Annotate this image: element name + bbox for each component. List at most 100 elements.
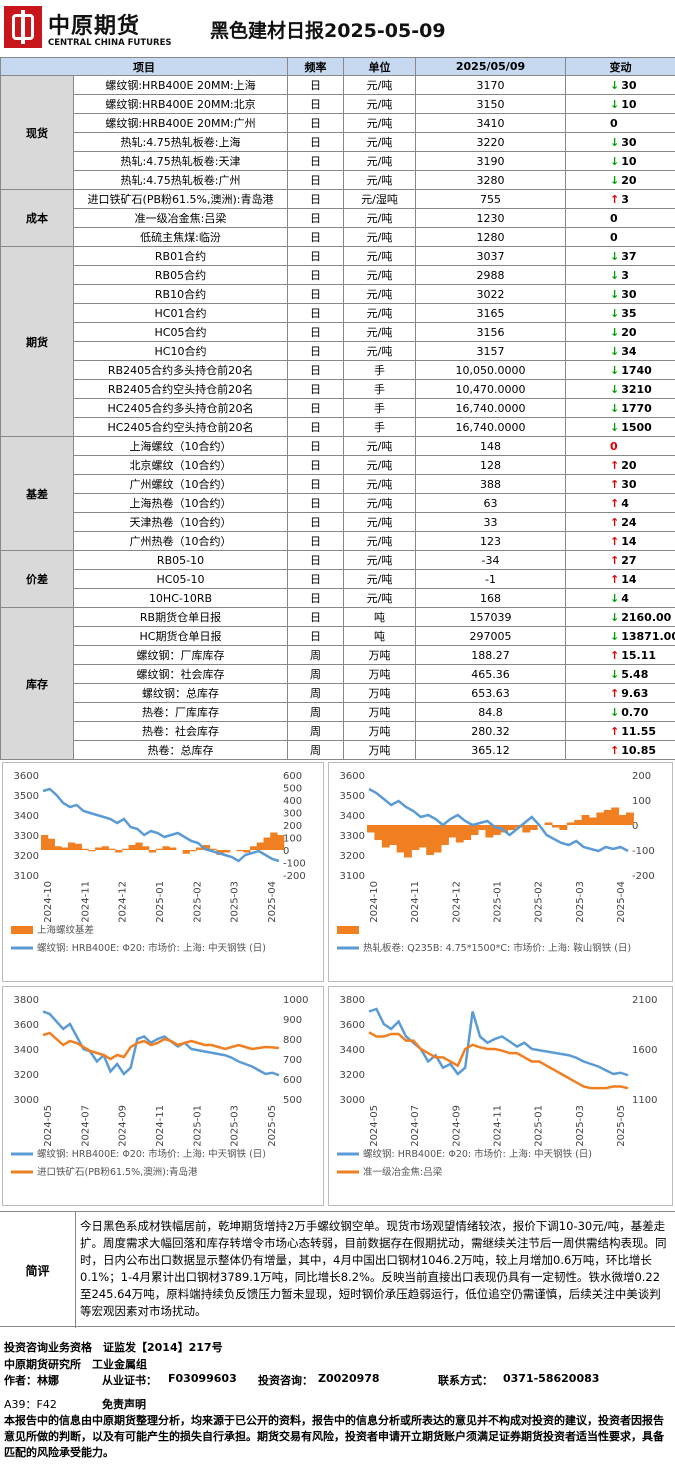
unit-cell: 万吨 [343,721,416,741]
value-cell: 365.12 [415,740,566,760]
x-axis-tick: 2025-01 [534,1105,545,1147]
item-cell: 螺纹钢：总库存 [73,683,288,703]
change-cell: ↓ 30 [565,132,675,152]
table-row: 北京螺纹（10合约）日元/吨 128 ↑ 20 [1,455,675,475]
item-cell: 天津热卷（10合约） [73,512,288,532]
item-cell: HC期货仓单日报 [73,626,288,646]
unit-cell: 元/吨 [343,284,416,304]
commentary-text: 今日黑色系成材铁幅居前，乾坤期货增持2万手螺纹钢空单。现货市场观望情绪较浓，报价… [80,1219,667,1318]
value-cell: 3165 [415,303,566,323]
change-value: 27 [621,553,637,567]
unit-cell: 元/吨 [343,512,416,532]
change-cell: ↓ 1500 [565,417,675,437]
change-cell: ↓ 20 [565,322,675,342]
arrow-up-icon: ↑ [610,515,620,529]
unit-cell: 万吨 [343,702,416,722]
left-axis-tick: 3400 [340,1045,365,1056]
unit-cell: 元/吨 [343,493,416,513]
left-axis-tick: 3500 [14,791,39,802]
series-line [368,1031,629,1090]
right-axis-tick: 300 [283,809,302,820]
col-header-item: 项目 [0,57,288,76]
change-cell: ↓ 10 [565,151,675,171]
freq-cell: 周 [287,645,344,665]
footer-cert-label: 从业证书： [102,1374,157,1387]
basis-bar [618,815,627,825]
table-row: 螺纹钢：社会库存周万吨 465.36 ↓ 5.48 [1,664,675,684]
change-value: 4 [621,496,629,510]
table-row: 热轧:4.75热轧板卷:广州日元/吨 3280 ↓ 20 [1,170,675,190]
unit-cell: 手 [343,417,416,437]
freq-cell: 日 [287,417,344,437]
value-cell: 63 [415,493,566,513]
unit-cell: 元/吨 [343,436,416,456]
change-cell: ↑ 15.11 [565,645,675,665]
x-axis-tick: 2025-03 [230,1105,241,1147]
change-cell: 0 [565,208,675,228]
x-axis-tick: 2024-05 [369,1105,380,1147]
charts-area: 3600 3500 3400 3300 3200 3100 600 500 400 300 200 1… [0,760,675,1207]
value-cell: 1230 [415,208,566,228]
basis-bar [94,847,103,850]
category-cell: 库存 [0,607,74,760]
footer-consult-label: 投资咨询： [258,1374,313,1387]
change-value: 9.63 [621,686,649,700]
left-axis-tick: 3000 [340,1095,365,1106]
right-axis-tick: 1000 [283,995,308,1006]
unit-cell: 手 [343,360,416,380]
change-cell: ↓ 2160.00 [565,607,675,627]
change-value: 4 [621,591,629,605]
logo-text-en: CENTRAL CHINA FUTURES [48,38,172,48]
change-cell: ↓ 1770 [565,398,675,418]
basis-bar [41,835,49,850]
basis-bar [236,850,244,852]
legend-label: 上海螺纹基差 [37,924,94,936]
freq-cell: 日 [287,303,344,323]
right-axis-tick: 1600 [632,1045,657,1056]
basis-bar [61,847,69,850]
footer-author: 作者：林娜 [4,1374,59,1387]
freq-cell: 日 [287,265,344,285]
value-cell: 755 [415,189,566,209]
basis-bar [448,825,457,838]
basis-bar [463,825,472,840]
change-value: 14 [621,534,637,548]
arrow-down-icon: ↓ [610,78,620,92]
value-cell: 16,740.0000 [415,398,566,418]
left-axis-tick: 3100 [340,871,365,882]
table-row: 热卷：总库存周万吨 365.12 ↑ 10.85 [1,740,675,760]
freq-cell: 日 [287,246,344,266]
commentary-label: 简评 [0,1212,76,1328]
freq-cell: 日 [287,189,344,209]
arrow-down-icon: ↓ [610,382,620,396]
legend-swatch [11,926,33,934]
value-cell: 148 [415,436,566,456]
arrow-up-icon: ↑ [610,477,620,491]
basis-bar [381,825,390,848]
basis-bar [67,842,76,850]
change-value: 20 [621,173,637,187]
freq-cell: 日 [287,455,344,475]
x-axis-tick: 2024-11 [155,1105,166,1147]
arrow-down-icon: ↓ [610,610,620,624]
x-axis-tick: 2025-05 [616,1105,627,1147]
series-line [42,1031,280,1061]
value-cell: 388 [415,474,566,494]
freq-cell: 日 [287,531,344,551]
table-row: HC2405合约多头持仓前20名日手 16,740.0000 ↓ 1770 [1,398,675,418]
right-axis-tick: 100 [632,796,651,807]
change-cell: ↓ 20 [565,170,675,190]
table-row: 期货 RB01合约日元/吨 3037 ↓ 37 [0,246,675,437]
value-cell: 3190 [415,151,566,171]
basis-bar [250,846,258,850]
change-value: 3210 [621,382,652,396]
right-axis-tick: -100 [283,859,306,870]
item-cell: 广州螺纹（10合约） [73,474,288,494]
change-value: 30 [621,135,637,149]
left-axis-tick: 3200 [340,851,365,862]
item-cell: 热卷：厂库库存 [73,702,288,722]
value-cell: 10,050.0000 [415,360,566,380]
arrow-down-icon: ↓ [610,667,620,681]
table-row: HC期货仓单日报日吨 297005 ↓ 13871.00 [1,626,675,646]
basis-bar [522,825,531,833]
